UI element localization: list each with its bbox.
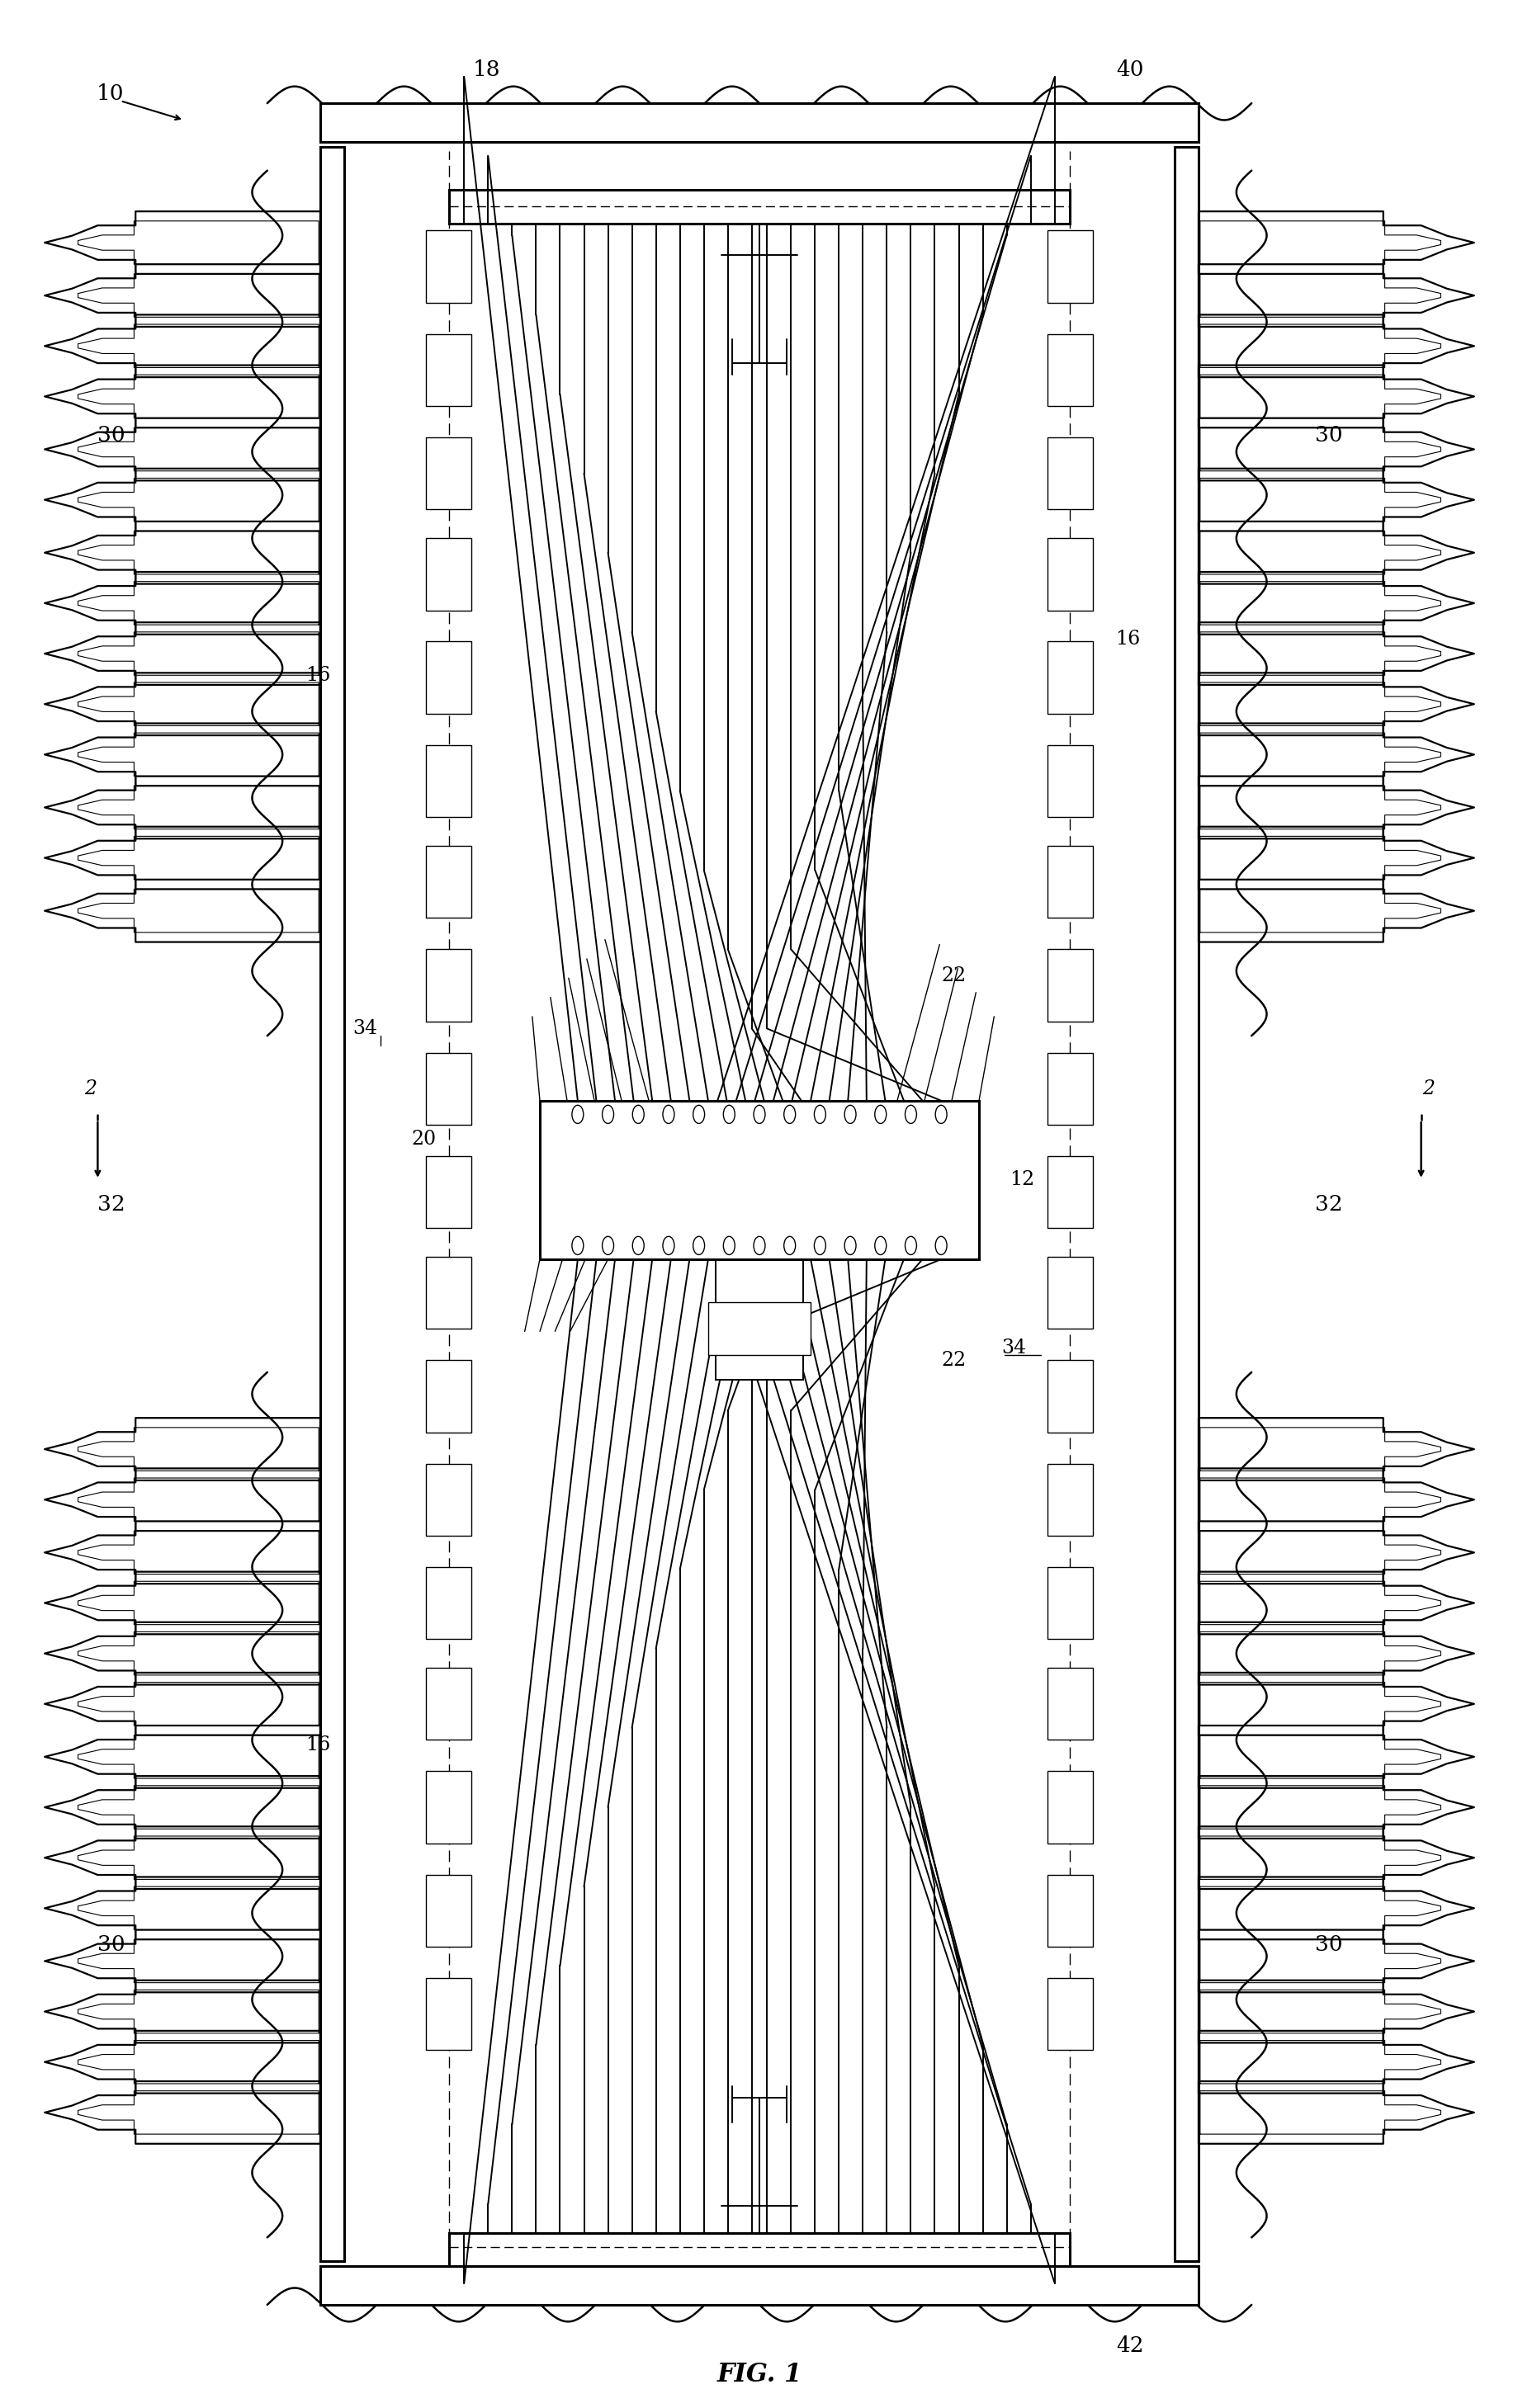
- Circle shape: [723, 1235, 735, 1255]
- Text: FIG. 1: FIG. 1: [716, 2362, 802, 2386]
- Text: 2: 2: [1422, 1079, 1435, 1098]
- Text: 16: 16: [305, 665, 329, 684]
- Bar: [1046, 744, 1091, 816]
- Circle shape: [753, 1235, 765, 1255]
- Text: 16: 16: [1114, 631, 1140, 648]
- Circle shape: [692, 1105, 704, 1125]
- Bar: [1046, 1977, 1091, 2049]
- Bar: [707, 1303, 811, 1356]
- Bar: [427, 1772, 472, 1842]
- Bar: [427, 1977, 472, 2049]
- Bar: [427, 1257, 472, 1329]
- Bar: [539, 1100, 979, 1259]
- Text: 14: 14: [747, 1322, 771, 1341]
- Circle shape: [631, 1105, 644, 1125]
- Bar: [427, 335, 472, 407]
- Circle shape: [572, 1235, 583, 1255]
- Bar: [427, 1361, 472, 1433]
- Circle shape: [935, 1105, 946, 1125]
- Circle shape: [662, 1235, 674, 1255]
- Text: 22: 22: [941, 966, 965, 985]
- Circle shape: [905, 1235, 915, 1255]
- Text: 20: 20: [411, 1129, 436, 1149]
- Bar: [1046, 1669, 1091, 1741]
- Text: 22: 22: [941, 1351, 965, 1370]
- Bar: [427, 1873, 472, 1946]
- Bar: [427, 438, 472, 510]
- Bar: [320, 104, 1198, 142]
- Circle shape: [874, 1235, 887, 1255]
- Text: 10: 10: [96, 84, 124, 104]
- Bar: [427, 641, 472, 713]
- Bar: [427, 1669, 472, 1741]
- Circle shape: [814, 1105, 826, 1125]
- Circle shape: [874, 1105, 887, 1125]
- Circle shape: [905, 1105, 915, 1125]
- Circle shape: [753, 1105, 765, 1125]
- Bar: [427, 949, 472, 1021]
- Bar: [1046, 539, 1091, 609]
- Bar: [427, 1464, 472, 1536]
- Circle shape: [723, 1105, 735, 1125]
- Circle shape: [814, 1235, 826, 1255]
- Text: 32: 32: [1313, 1194, 1342, 1214]
- Text: 2: 2: [83, 1079, 96, 1098]
- Bar: [1046, 335, 1091, 407]
- Bar: [427, 1156, 472, 1228]
- Text: 40: 40: [1116, 60, 1143, 79]
- Circle shape: [631, 1235, 644, 1255]
- Text: 32: 32: [97, 1194, 126, 1214]
- Circle shape: [603, 1235, 613, 1255]
- Bar: [427, 845, 472, 917]
- Bar: [1046, 641, 1091, 713]
- Circle shape: [935, 1235, 946, 1255]
- Circle shape: [692, 1235, 704, 1255]
- Text: 30: 30: [97, 424, 126, 445]
- Bar: [320, 2266, 1198, 2304]
- Bar: [1046, 1052, 1091, 1125]
- Bar: [449, 190, 1069, 224]
- Text: 42: 42: [1116, 2336, 1143, 2355]
- Bar: [427, 744, 472, 816]
- Text: 34: 34: [352, 1019, 378, 1038]
- Bar: [1046, 1873, 1091, 1946]
- Circle shape: [783, 1235, 795, 1255]
- Bar: [1046, 1464, 1091, 1536]
- Text: 30: 30: [97, 1934, 126, 1955]
- Bar: [1046, 231, 1091, 303]
- Bar: [1046, 438, 1091, 510]
- Bar: [1046, 1772, 1091, 1842]
- Circle shape: [572, 1105, 583, 1125]
- Text: 30: 30: [1315, 424, 1342, 445]
- Bar: [427, 1568, 472, 1640]
- Text: 18: 18: [472, 60, 501, 79]
- Bar: [1046, 1156, 1091, 1228]
- Circle shape: [603, 1105, 613, 1125]
- Bar: [1046, 949, 1091, 1021]
- Circle shape: [662, 1105, 674, 1125]
- Bar: [427, 1052, 472, 1125]
- Text: 34: 34: [1002, 1339, 1026, 1358]
- Circle shape: [844, 1235, 856, 1255]
- Text: 16: 16: [305, 1736, 329, 1755]
- Bar: [1046, 845, 1091, 917]
- Bar: [1046, 1361, 1091, 1433]
- Bar: [449, 2232, 1069, 2266]
- Circle shape: [844, 1105, 856, 1125]
- Circle shape: [783, 1105, 795, 1125]
- Bar: [1046, 1257, 1091, 1329]
- Bar: [715, 1259, 803, 1380]
- Bar: [427, 539, 472, 609]
- Bar: [427, 231, 472, 303]
- Text: 30: 30: [1315, 1934, 1342, 1955]
- Bar: [1173, 147, 1198, 2261]
- Text: 12: 12: [1009, 1170, 1034, 1190]
- Bar: [1046, 1568, 1091, 1640]
- Bar: [320, 147, 345, 2261]
